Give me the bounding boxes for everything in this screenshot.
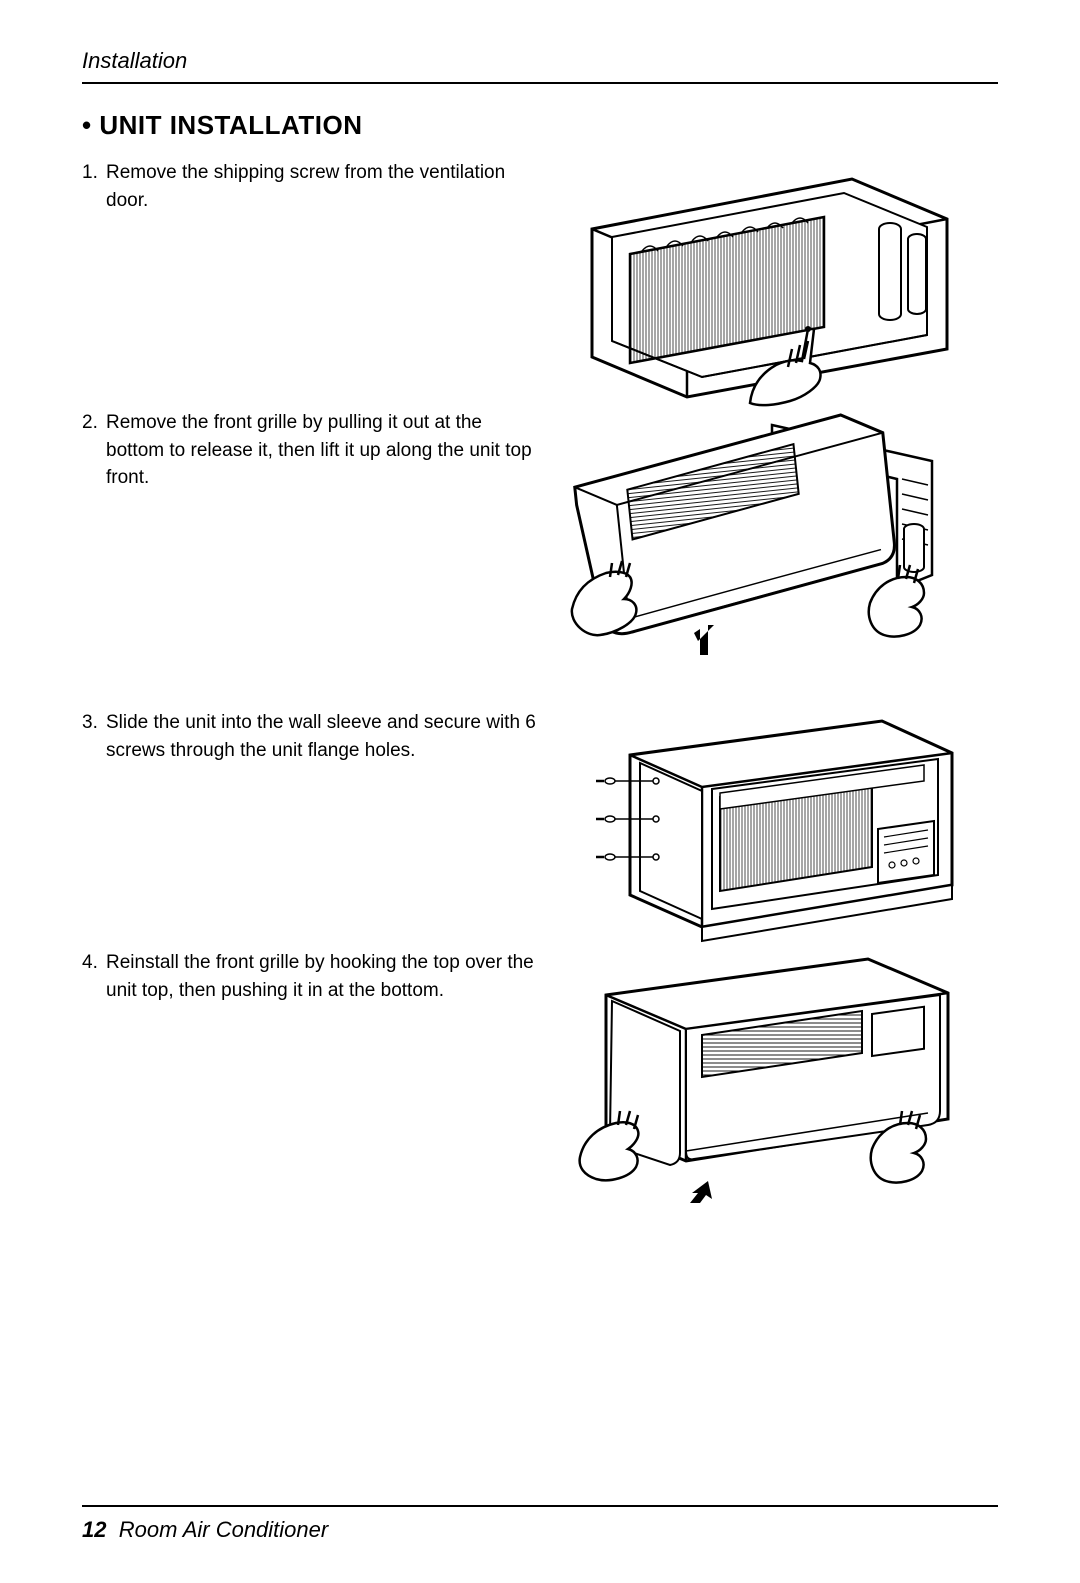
content: 1. Remove the shipping screw from the ve…	[82, 159, 998, 1209]
ac-grille-remove-figure-icon	[552, 409, 962, 669]
step-4-num: 4.	[82, 949, 106, 1004]
step-4-body: Reinstall the front grille by hooking th…	[106, 949, 542, 1004]
step-4-text: 4. Reinstall the front grille by hooking…	[82, 949, 542, 1004]
ac-slide-sleeve-figure-icon	[552, 709, 962, 949]
ac-rear-figure-icon	[552, 159, 962, 409]
step-1: 1. Remove the shipping screw from the ve…	[82, 159, 998, 409]
footer-title: Room Air Conditioner	[119, 1517, 329, 1542]
step-2-num: 2.	[82, 409, 106, 492]
section-heading: • UNIT INSTALLATION	[82, 110, 998, 141]
step-3-body: Slide the unit into the wall sleeve and …	[106, 709, 542, 764]
footer-page-number: 12	[82, 1517, 106, 1542]
footer-rule	[82, 1505, 998, 1507]
step-2-text: 2. Remove the front grille by pulling it…	[82, 409, 542, 492]
step-3: 3. Slide the unit into the wall sleeve a…	[82, 709, 998, 949]
step-2-body: Remove the front grille by pulling it ou…	[106, 409, 542, 492]
step-1-text: 1. Remove the shipping screw from the ve…	[82, 159, 542, 214]
step-3-figure	[552, 709, 962, 949]
step-2-figure	[552, 409, 962, 669]
step-1-figure	[552, 159, 962, 409]
step-2: 2. Remove the front grille by pulling it…	[82, 409, 998, 669]
step-3-text: 3. Slide the unit into the wall sleeve a…	[82, 709, 542, 764]
step-1-num: 1.	[82, 159, 106, 214]
step-4-figure	[552, 949, 962, 1209]
ac-grille-reinstall-figure-icon	[552, 949, 962, 1209]
step-4: 4. Reinstall the front grille by hooking…	[82, 949, 998, 1209]
header-rule	[82, 82, 998, 84]
page: Installation • UNIT INSTALLATION 1. Remo…	[0, 0, 1080, 1583]
footer: 12 Room Air Conditioner	[82, 1505, 998, 1543]
footer-text: 12 Room Air Conditioner	[82, 1517, 998, 1543]
step-3-num: 3.	[82, 709, 106, 764]
running-header: Installation	[82, 48, 998, 74]
gap-2-3	[82, 669, 998, 709]
step-1-body: Remove the shipping screw from the venti…	[106, 159, 542, 214]
